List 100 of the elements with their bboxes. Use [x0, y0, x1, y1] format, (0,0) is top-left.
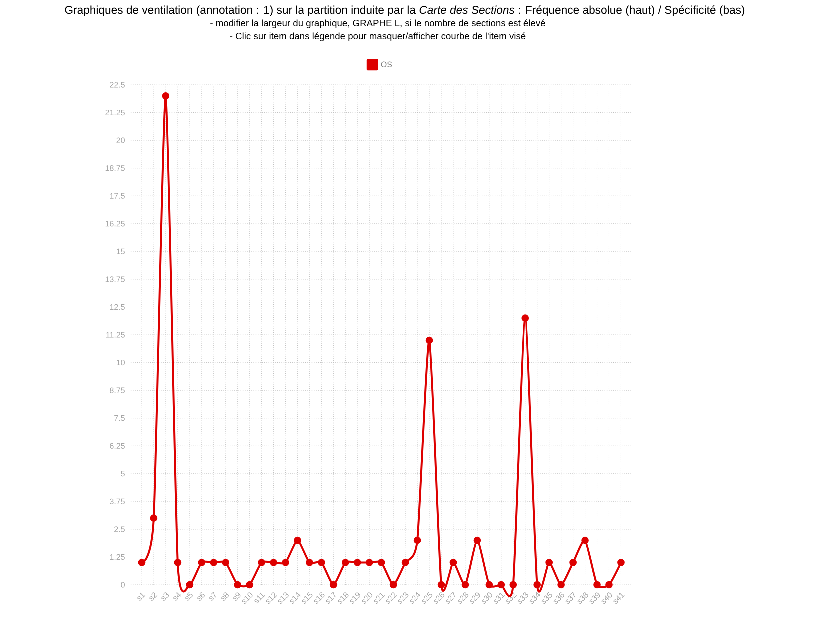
- y-tick-label: 5: [121, 471, 125, 477]
- point: [546, 559, 554, 566]
- x-tick-label: s11: [254, 592, 266, 604]
- point: [558, 581, 565, 589]
- x-tick-label: s26: [434, 592, 445, 604]
- x-tick-label: s10: [242, 592, 253, 604]
- y-tick-label: 12.5: [110, 304, 125, 310]
- legend-label: OS: [381, 62, 392, 68]
- y-tick-label: 21.25: [106, 110, 125, 116]
- point: [390, 581, 398, 589]
- chart-subtitle: - modifier la largeur du graphique, GRAPHE L, si le nombre de sections est élevé: [210, 20, 546, 28]
- x-tick-label: s2: [150, 592, 158, 601]
- point: [222, 559, 230, 566]
- point: [210, 559, 218, 566]
- x-tick-label: s15: [302, 592, 313, 604]
- x-tick-label: s16: [314, 592, 325, 604]
- y-tick-label: 22.5: [110, 82, 125, 88]
- x-tick-label: s3: [162, 592, 170, 601]
- point: [486, 581, 494, 589]
- y-tick-label: 15: [117, 248, 125, 254]
- point: [234, 581, 242, 589]
- point: [342, 559, 350, 566]
- x-tick-label: s29: [470, 592, 480, 604]
- point: [378, 559, 386, 566]
- y-tick-label: 0: [121, 582, 125, 588]
- x-tick-label: s35: [542, 592, 552, 604]
- point: [354, 559, 362, 566]
- point: [522, 314, 530, 322]
- y-tick-label: 16.25: [106, 221, 125, 227]
- chart-title: Graphiques de ventilation (annotation : 1) sur la partition induite par la Carte des Sections : Fréquence absolue (haut) / Spécificité (bas): [65, 6, 745, 16]
- x-tick-label: s19: [350, 592, 361, 604]
- text: - Clic sur item dans légende pour masquer/afficher courbe de l'item visé: [230, 32, 526, 42]
- x-tick-label: s1: [138, 592, 146, 601]
- y-tick-label: 7.5: [114, 416, 125, 422]
- x-tick-label: s12: [266, 592, 278, 604]
- x-tick-label: s4: [174, 592, 182, 601]
- x-tick-label: s34: [530, 592, 541, 604]
- y-tick-label: 6.25: [110, 443, 125, 449]
- point: [474, 536, 482, 544]
- x-tick-label: s38: [578, 592, 588, 604]
- y-tick-label: 13.75: [106, 276, 125, 282]
- x-tick-label: s20: [362, 592, 373, 604]
- point: [306, 559, 314, 566]
- point: [294, 536, 302, 544]
- point: [462, 581, 470, 589]
- x-tick-label: s31: [494, 592, 506, 604]
- y-tick-label: 2.5: [114, 526, 125, 532]
- x-tick-label: s17: [326, 592, 336, 604]
- x-tick-label: s9: [234, 592, 241, 601]
- point: [258, 559, 266, 566]
- point: [270, 559, 278, 566]
- x-tick-label: s13: [278, 592, 289, 604]
- x-tick-label: s39: [590, 592, 600, 604]
- y-tick-label: 17.5: [110, 193, 125, 199]
- point: [534, 581, 542, 589]
- point: [282, 559, 290, 566]
- x-tick-label: s41: [614, 592, 625, 604]
- y-tick-label: 1.25: [110, 554, 125, 560]
- x-tick-label: s14: [290, 592, 301, 604]
- x-tick-label: s30: [482, 592, 492, 604]
- x-tick-label: s36: [554, 592, 564, 604]
- point: [174, 559, 182, 566]
- point: [438, 581, 446, 589]
- y-tick-label: 18.75: [106, 166, 125, 172]
- point: [402, 559, 410, 566]
- point: [570, 559, 577, 566]
- y-tick-label: 8.75: [110, 388, 125, 394]
- x-tick-label: s22: [386, 592, 398, 604]
- point: [366, 559, 374, 566]
- point: [606, 581, 613, 589]
- x-tick-label: s5: [186, 592, 193, 601]
- x-tick-label: s25: [422, 592, 433, 604]
- x-tick-label: s7: [210, 592, 216, 601]
- x-tick-label: s37: [566, 592, 576, 604]
- x-tick-label: s24: [410, 592, 421, 604]
- point: [162, 92, 170, 100]
- x-tick-label: s40: [602, 592, 612, 604]
- point: [450, 559, 458, 566]
- x-tick-label: s18: [338, 592, 349, 604]
- point: [150, 514, 158, 522]
- point: [198, 559, 206, 566]
- point: [426, 336, 434, 344]
- point: [246, 581, 254, 589]
- y-tick-label: 20: [116, 138, 125, 144]
- point: [498, 581, 506, 589]
- point: [510, 581, 518, 589]
- point: [414, 536, 422, 544]
- point: [594, 581, 601, 589]
- point: [318, 559, 326, 566]
- x-tick-label: s23: [398, 592, 409, 604]
- y-tick-label: 10: [117, 360, 125, 366]
- x-tick-label: s21: [374, 592, 386, 604]
- x-tick-label: s8: [222, 592, 229, 601]
- point: [330, 581, 338, 589]
- x-tick-label: s6: [198, 592, 205, 601]
- y-tick-label: 3.75: [110, 498, 125, 505]
- y-tick-label: 11.25: [106, 332, 125, 338]
- x-tick-label: s28: [458, 592, 469, 604]
- point: [582, 536, 589, 544]
- point: [138, 559, 146, 566]
